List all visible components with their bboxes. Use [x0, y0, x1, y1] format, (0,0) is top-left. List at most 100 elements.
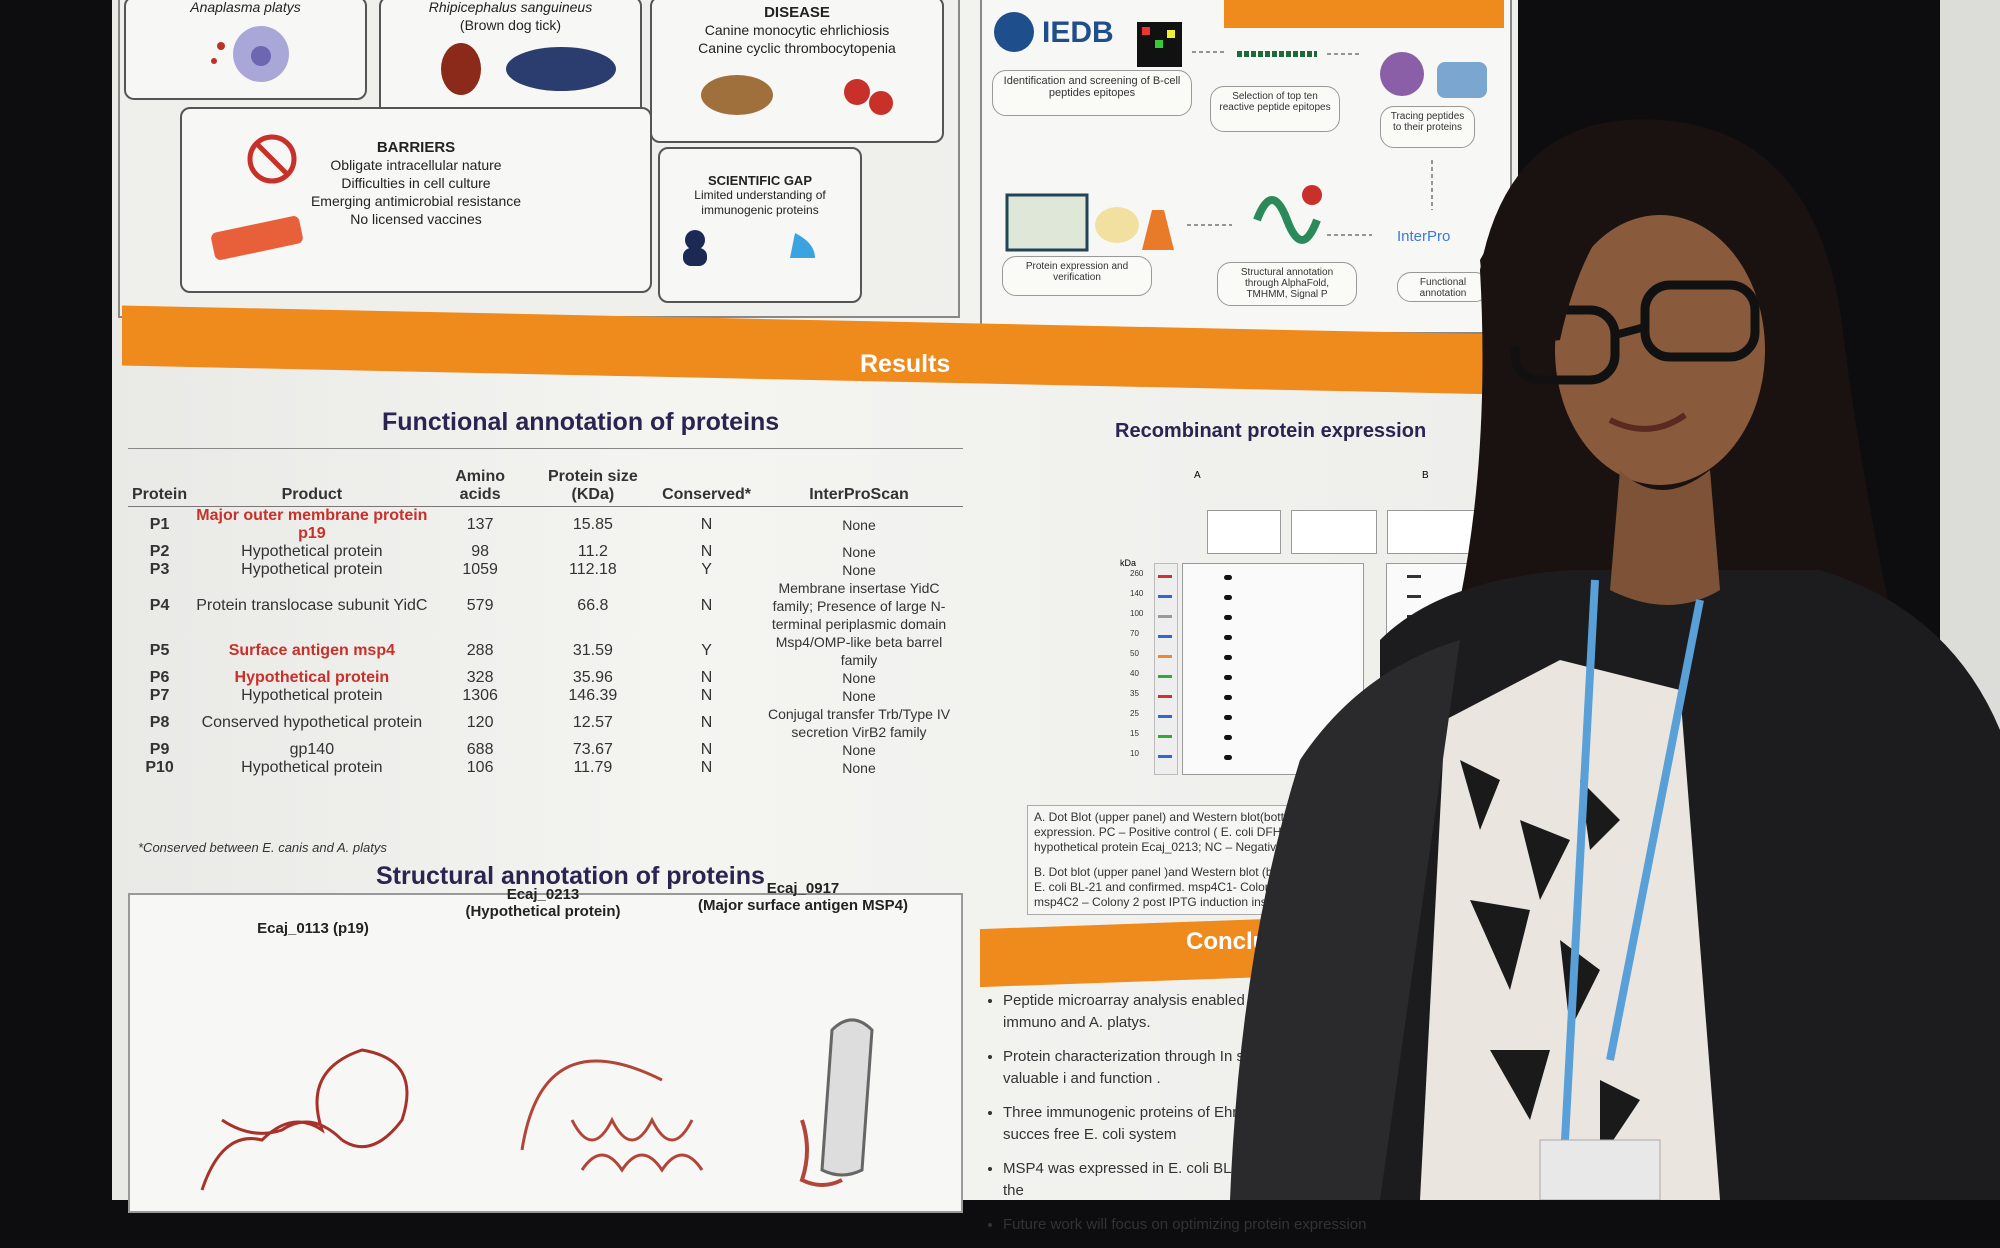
- table-cell: N: [700, 759, 713, 776]
- table-cell: None: [842, 544, 876, 560]
- ladder-band: [1158, 615, 1172, 618]
- pipeline-icons: [1005, 160, 1433, 252]
- table-cell: 579: [466, 597, 494, 614]
- table-cell: P7: [149, 687, 170, 704]
- method-step: Tracing peptides to their proteins: [1380, 106, 1475, 148]
- column-header: Conserved*: [658, 466, 755, 507]
- ladder-label: 50: [1130, 649, 1139, 658]
- table-cell: P4: [149, 597, 170, 614]
- table-cell: 120: [466, 714, 494, 731]
- table-cell: N: [700, 741, 713, 758]
- table-cell: P8: [149, 714, 170, 731]
- method-step: Structural annotation through AlphaFold,…: [1217, 262, 1357, 306]
- gap-icons: [683, 230, 815, 266]
- column-header: InterProScan: [755, 466, 963, 507]
- column-header: Amino acids: [432, 466, 528, 507]
- table-cell: Msp4/OMP-like beta barrel family: [775, 634, 943, 668]
- table-cell: P10: [145, 759, 174, 776]
- ladder-band: [1158, 575, 1172, 578]
- blot-band: [1224, 655, 1232, 660]
- table-cell: Y: [701, 561, 712, 578]
- vector-panel: Anaplasma platys: [124, 0, 367, 100]
- table-cell: 66.8: [577, 597, 609, 614]
- blot-band: [1224, 735, 1232, 740]
- table-cell: 1306: [462, 687, 498, 704]
- model-label: Ecaj_0213 (Hypothetical protein): [428, 886, 658, 920]
- panel-label: A: [1194, 470, 1201, 481]
- table-cell: 328: [466, 669, 494, 686]
- blot-band: [1224, 595, 1232, 600]
- gap-panel: SCIENTIFIC GAP Limited understanding of …: [658, 147, 862, 303]
- table-cell: None: [842, 562, 876, 578]
- vector-name: Rhipicephalus sanguineus: [428, 0, 593, 15]
- table-row: P5 Surface antigen msp4 288 31.59 Y Msp4/OMP-…: [128, 633, 963, 669]
- method-step: Selection of top ten reactive peptide ep…: [1210, 86, 1340, 132]
- ladder-label: 100: [1130, 609, 1144, 618]
- cell-icon: [210, 26, 289, 82]
- table-row: P3 Hypothetical protein 1059 112.18 Y None: [128, 561, 963, 579]
- table-cell: P3: [149, 561, 170, 578]
- ladder-label: 70: [1130, 629, 1139, 638]
- conclusion-item: Future work will focus on optimizing pro…: [1003, 1214, 1373, 1236]
- table-cell: 35.96: [572, 669, 613, 686]
- panel-item: Difficulties in cell culture: [341, 175, 491, 191]
- panel-text: Limited understanding of immunogenic pro…: [694, 188, 826, 217]
- blot-band: [1224, 635, 1232, 640]
- ladder-band: [1158, 695, 1172, 698]
- model-name: (Hypothetical protein): [465, 903, 621, 920]
- panel-item: No licensed vaccines: [350, 211, 482, 227]
- ladder-band: [1158, 755, 1172, 758]
- table-cell: Protein translocase subunit YidC: [196, 597, 428, 614]
- panel-title: SCIENTIFIC GAP: [707, 173, 812, 188]
- ladder-label: 260: [1130, 569, 1144, 578]
- ladder-label: 40: [1130, 669, 1139, 678]
- table-cell: N: [700, 669, 713, 686]
- table-cell: Y: [701, 642, 712, 659]
- table-cell: P1: [149, 516, 170, 533]
- blot-band: [1224, 615, 1232, 620]
- ladder-lane: [1154, 563, 1178, 775]
- table-row: P9 gp140 688 73.67 N None: [128, 741, 963, 759]
- blot-band: [1224, 695, 1232, 700]
- ladder-label: 35: [1130, 689, 1139, 698]
- blot-band: [1224, 755, 1232, 760]
- model-id: Ecaj_0213: [506, 886, 580, 903]
- ladder-label: 140: [1130, 589, 1144, 598]
- ladder-band: [1158, 735, 1172, 738]
- table-row: P2 Hypothetical protein 98 11.2 N None: [128, 543, 963, 561]
- photo: Anaplasma platys Rhipicephalus sanguineu…: [0, 0, 2000, 1200]
- interpro-logo: InterPro: [1397, 228, 1451, 245]
- blot-band: [1224, 715, 1232, 720]
- rule: [128, 448, 963, 449]
- table-row: P8 Conserved hypothetical protein 120 12.57…: [128, 705, 963, 741]
- table-cell: Major outer membrane protein p19: [196, 507, 428, 542]
- ladder-label: 10: [1130, 749, 1139, 758]
- table-cell: gp140: [289, 741, 335, 758]
- iedb-logo-icon: [994, 12, 1034, 52]
- orange-bar: [1224, 0, 1504, 28]
- ladder-band: [1158, 595, 1172, 598]
- blot-band: [1407, 575, 1421, 578]
- table-cell: Hypothetical protein: [241, 687, 383, 704]
- table-cell: Hypothetical protein: [241, 561, 383, 578]
- panel-label: B: [1422, 470, 1429, 481]
- panel-item: Canine monocytic ehrlichiosis: [704, 22, 890, 38]
- table-cell: N: [700, 516, 713, 533]
- table-cell: 688: [466, 741, 494, 758]
- table-cell: 15.85: [572, 516, 613, 533]
- model-label: Ecaj_0917 (Major surface antigen MSP4): [688, 880, 918, 914]
- table-cell: 146.39: [568, 687, 618, 704]
- ladder-band: [1158, 655, 1172, 658]
- table-cell: 288: [466, 642, 494, 659]
- person: [1230, 119, 2000, 1200]
- vector-common-name: (Brown dog tick): [459, 17, 562, 33]
- flask-icon: [211, 216, 303, 260]
- panel-item: Obligate intracellular nature: [330, 157, 502, 173]
- table-cell: 11.79: [573, 759, 613, 776]
- table-row: P10 Hypothetical protein 106 11.79 N None: [128, 759, 963, 777]
- model-label: Ecaj_0113 (p19): [198, 920, 428, 937]
- table-cell: None: [842, 760, 876, 776]
- model-name: (Major surface antigen MSP4): [697, 897, 909, 914]
- vector-name: Anaplasma platys: [190, 0, 301, 15]
- dot-blot: [1291, 510, 1377, 554]
